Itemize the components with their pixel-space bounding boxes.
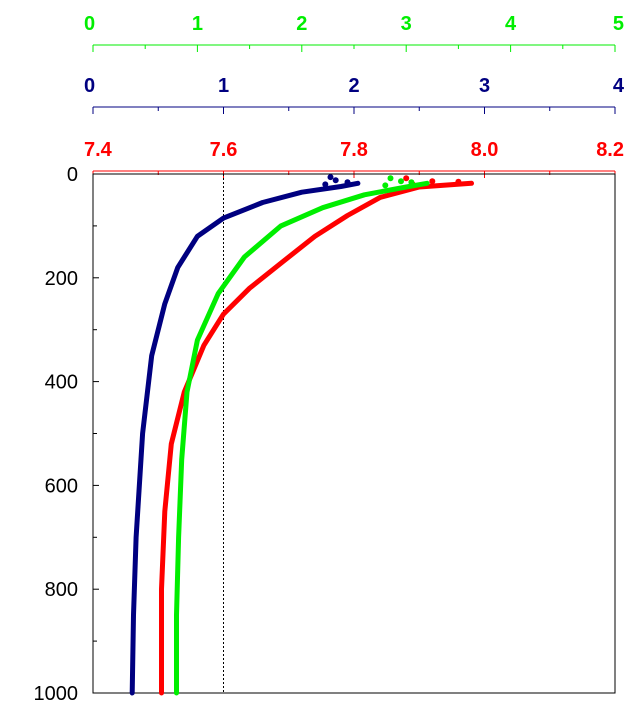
navy-series-line bbox=[129, 180, 361, 696]
y-axis-tick-label: 800 bbox=[45, 579, 78, 601]
green-axis-tick-label: 4 bbox=[505, 13, 517, 35]
navy-axis-tick-label: 3 bbox=[479, 75, 490, 97]
plot-frame bbox=[92, 173, 616, 694]
navy-axis-tick-label: 0 bbox=[84, 75, 95, 97]
green-series-point bbox=[398, 178, 404, 185]
red-axis-tick-label: 7.8 bbox=[340, 139, 368, 161]
navy-series-point bbox=[332, 177, 339, 184]
green-series-point bbox=[387, 175, 394, 182]
green-axis-tick-label: 2 bbox=[296, 13, 307, 35]
green-axis-tick-label: 0 bbox=[84, 13, 95, 35]
red-series-point bbox=[429, 178, 436, 185]
y-axis-tick-label: 400 bbox=[45, 372, 78, 394]
y-axis-tick-label: 200 bbox=[45, 268, 78, 290]
red-axis-tick-label: 8.2 bbox=[596, 139, 624, 161]
green-series-point bbox=[408, 179, 415, 186]
red-axis-tick-label: 7.4 bbox=[84, 139, 113, 161]
series-layer bbox=[129, 174, 474, 696]
y-axis-tick-label: 1000 bbox=[34, 683, 79, 705]
navy-axis-tick-label: 2 bbox=[348, 75, 359, 97]
y-axis-tick-label: 0 bbox=[67, 164, 78, 186]
navy-axis-tick-label: 1 bbox=[218, 75, 229, 97]
green-axis-tick-label: 5 bbox=[613, 13, 624, 35]
red-axis-tick-label: 8.0 bbox=[471, 139, 499, 161]
green-axis-tick-label: 1 bbox=[192, 13, 203, 35]
red-axis-tick-label: 7.6 bbox=[210, 139, 238, 161]
green-series-line bbox=[174, 180, 430, 696]
navy-series-point bbox=[327, 174, 334, 181]
axes-layer: 0 1 2 3 4 5 0 1 2 3 4 7.4 7.6 7.8 8.0 8.2 0 200 400 600 800 1… bbox=[34, 13, 625, 705]
green-series-point bbox=[382, 182, 389, 189]
red-series-point bbox=[403, 175, 410, 182]
green-axis-tick-label: 3 bbox=[401, 13, 412, 35]
navy-series-point bbox=[322, 181, 329, 188]
red-series-line bbox=[159, 180, 474, 696]
red-series-point bbox=[455, 178, 462, 185]
navy-series-point bbox=[344, 179, 351, 186]
navy-axis-tick-label: 4 bbox=[613, 75, 625, 97]
y-axis-tick-label: 600 bbox=[45, 475, 78, 497]
